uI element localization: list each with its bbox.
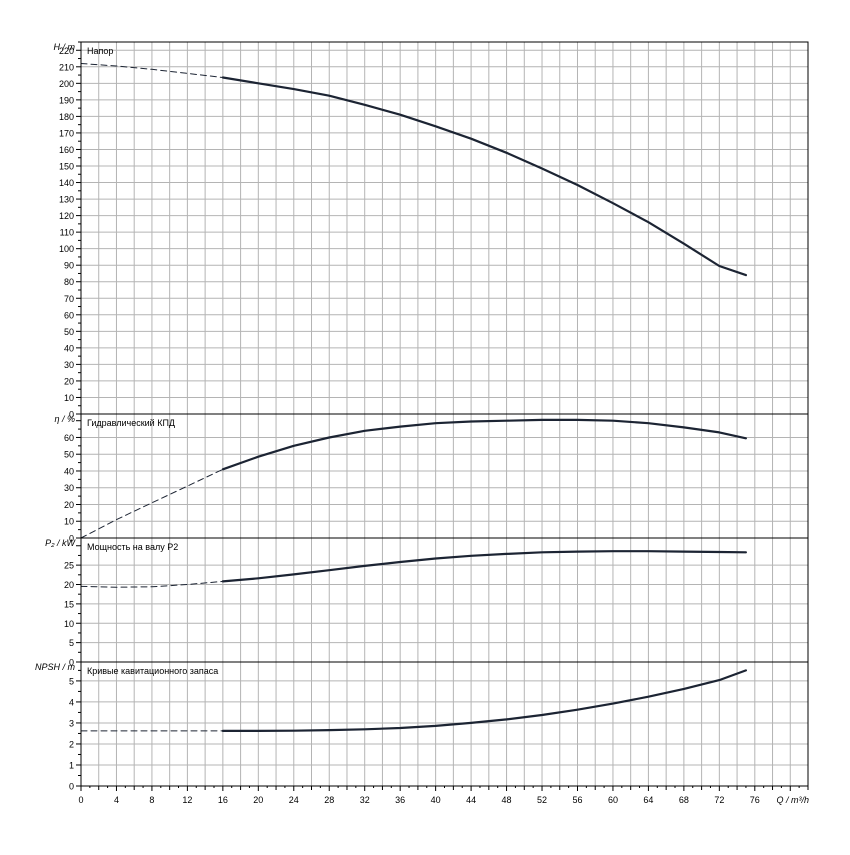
y-tick-label: 50 <box>64 327 74 337</box>
panel-1: 0 10 20 30 40 50 60 70 80 90 100 110 120 130 140 150 160… <box>54 41 809 420</box>
x-tick-label: 48 <box>502 795 512 805</box>
y-tick-label: 180 <box>59 112 74 122</box>
x-axis-label: Q / m³/h <box>776 795 809 805</box>
x-tick-label: 56 <box>572 795 582 805</box>
y-tick-label: 10 <box>64 393 74 403</box>
y-tick-label: 5 <box>69 676 74 686</box>
y-tick-label: 25 <box>64 561 74 571</box>
y-axis-label: H / m <box>54 42 76 52</box>
y-tick-label: 15 <box>64 599 74 609</box>
x-tick-label: 68 <box>679 795 689 805</box>
y-axis-label: P₂ / kW <box>45 538 76 548</box>
panel-2: 0 10 20 30 40 50 60 Гидравлический КПД η / % <box>54 413 809 544</box>
y-tick-label: 20 <box>64 500 74 510</box>
panel-title: Напор <box>87 46 113 56</box>
y-tick-label: 110 <box>60 228 74 238</box>
y-tick-label: 190 <box>59 95 74 105</box>
y-tick-label: 30 <box>64 483 74 493</box>
y-axis-label: η / % <box>54 414 75 424</box>
curve-мощность-на-валу-p2-dashed <box>80 580 224 588</box>
y-tick-label: 90 <box>64 261 74 271</box>
y-tick-label: 10 <box>64 619 74 629</box>
y-tick-label: 0 <box>69 410 74 420</box>
y-tick-label: 120 <box>59 211 74 221</box>
y-tick-label: 140 <box>59 178 74 188</box>
curve-кривые-кавитационного-запаса-solid <box>221 669 748 733</box>
y-tick-label: 4 <box>69 697 74 707</box>
y-tick-label: 170 <box>59 128 74 138</box>
panel-frame <box>80 41 809 415</box>
x-tick-label: 32 <box>360 795 370 805</box>
y-tick-label: 20 <box>64 580 74 590</box>
y-tick-label: 0 <box>69 782 74 792</box>
x-axis: 0 4 8 12 16 20 24 28 32 36 40 44 48 52 56 60 64 68 72 76 Q /… <box>78 786 809 805</box>
y-tick-label: 200 <box>59 79 74 89</box>
y-tick-label: 150 <box>59 162 74 172</box>
panel-frame <box>80 537 809 663</box>
y-axis-label: NPSH / m <box>35 662 76 672</box>
y-tick-label: 100 <box>59 244 74 254</box>
x-tick-label: 60 <box>608 795 618 805</box>
x-tick-label: 40 <box>431 795 441 805</box>
panel-4: 0 1 2 3 4 5 Кривые кавитационного запаса NPSH /… <box>35 661 809 792</box>
y-tick-label: 10 <box>64 517 74 527</box>
x-tick-label: 0 <box>78 795 83 805</box>
panel-title: Гидравлический КПД <box>87 418 175 428</box>
curve-напор-solid <box>221 76 748 277</box>
curve-напор-dashed <box>80 63 224 78</box>
y-tick-label: 5 <box>69 638 74 648</box>
curve-мощность-на-валу-p2-solid <box>221 550 748 583</box>
panel-3: 0 5 10 15 20 25 Мощность на валу P2 P₂ / kW <box>45 537 809 668</box>
x-tick-label: 12 <box>182 795 192 805</box>
x-tick-label: 28 <box>324 795 334 805</box>
panel-frame <box>80 413 809 539</box>
y-tick-label: 0 <box>69 534 74 544</box>
x-tick-label: 72 <box>714 795 724 805</box>
x-tick-label: 20 <box>253 795 263 805</box>
y-tick-label: 20 <box>64 376 74 386</box>
x-tick-label: 64 <box>643 795 653 805</box>
x-tick-label: 16 <box>218 795 228 805</box>
x-tick-label: 52 <box>537 795 547 805</box>
y-tick-label: 210 <box>59 62 74 72</box>
panel-title: Мощность на валу P2 <box>87 542 178 552</box>
x-tick-label: 8 <box>149 795 154 805</box>
y-tick-label: 220 <box>59 46 74 56</box>
y-tick-label: 80 <box>64 277 74 287</box>
x-tick-label: 24 <box>289 795 299 805</box>
y-tick-label: 160 <box>59 145 74 155</box>
y-tick-label: 1 <box>69 760 74 770</box>
curve-гидравлический-кпд-solid <box>221 418 748 471</box>
y-tick-label: 2 <box>69 739 74 749</box>
y-tick-label: 60 <box>64 310 74 320</box>
x-tick-label: 36 <box>395 795 405 805</box>
y-tick-label: 70 <box>64 294 74 304</box>
y-tick-label: 50 <box>64 450 74 460</box>
curve-гидравлический-кпд-dashed <box>80 468 224 539</box>
x-tick-label: 76 <box>750 795 760 805</box>
y-tick-label: 40 <box>64 343 74 353</box>
y-tick-label: 40 <box>64 466 74 476</box>
panel-title: Кривые кавитационного запаса <box>87 666 218 676</box>
y-tick-label: 60 <box>64 433 74 443</box>
x-tick-label: 4 <box>114 795 119 805</box>
y-tick-label: 130 <box>59 195 74 205</box>
y-tick-label: 30 <box>64 360 74 370</box>
y-tick-label: 0 <box>69 658 74 668</box>
y-tick-label: 3 <box>69 718 74 728</box>
x-tick-label: 44 <box>466 795 476 805</box>
